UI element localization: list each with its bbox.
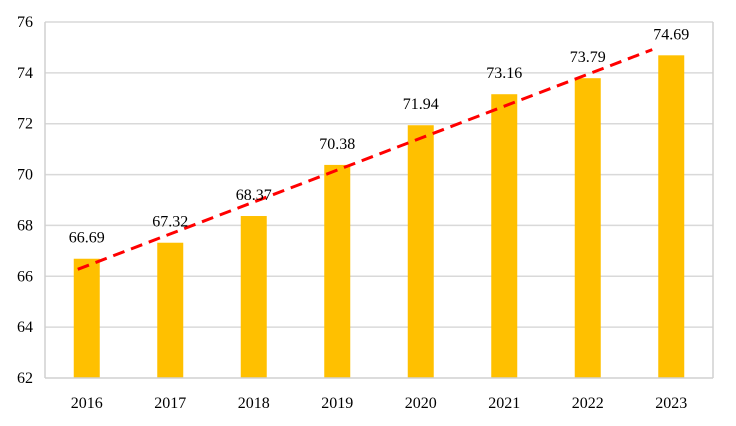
x-tick-labels: 2016 2017 2018 2019 2020 2021 2022 2023 xyxy=(71,395,688,412)
data-label: 66.69 xyxy=(69,230,105,247)
bar-2023 xyxy=(658,55,685,378)
y-tick-labels: 62 64 66 68 70 72 74 76 xyxy=(17,14,33,387)
y-tick-label: 72 xyxy=(17,116,33,133)
data-label: 74.69 xyxy=(653,26,689,43)
x-tick-label: 2022 xyxy=(572,395,604,412)
data-label: 70.38 xyxy=(319,136,355,153)
data-label: 71.94 xyxy=(403,96,439,113)
trendline xyxy=(77,48,653,271)
bar-2016 xyxy=(73,258,100,378)
y-tick-label: 68 xyxy=(17,217,33,234)
data-labels: 66.69 67.32 68.37 70.38 71.94 73.16 73.79 74.69 xyxy=(69,26,690,246)
bar-2021 xyxy=(491,94,518,379)
x-tick-label: 2019 xyxy=(321,395,353,412)
data-label: 68.37 xyxy=(236,187,272,204)
data-label: 67.32 xyxy=(152,214,188,231)
data-label: 73.79 xyxy=(570,49,606,66)
linear-trendline xyxy=(77,48,653,271)
bar-2020 xyxy=(407,125,434,379)
bar-2019 xyxy=(324,164,351,378)
axes xyxy=(44,22,714,379)
y-tick-label: 62 xyxy=(17,370,33,387)
y-tick-label: 74 xyxy=(17,65,33,82)
x-tick-label: 2018 xyxy=(238,395,270,412)
data-label: 73.16 xyxy=(486,65,522,82)
y-tick-label: 76 xyxy=(17,14,33,31)
y-tick-label: 70 xyxy=(17,167,33,184)
x-tick-label: 2020 xyxy=(405,395,437,412)
bars xyxy=(73,55,685,379)
gridlines xyxy=(45,21,713,328)
x-tick-label: 2021 xyxy=(488,395,520,412)
x-tick-label: 2023 xyxy=(655,395,687,412)
y-tick-label: 66 xyxy=(17,268,33,285)
y-tick-label: 64 xyxy=(17,319,33,336)
bar-2022 xyxy=(574,78,601,378)
bar-2018 xyxy=(240,216,267,378)
x-tick-label: 2017 xyxy=(154,395,186,412)
x-tick-label: 2016 xyxy=(71,395,103,412)
bar-2017 xyxy=(157,242,184,378)
